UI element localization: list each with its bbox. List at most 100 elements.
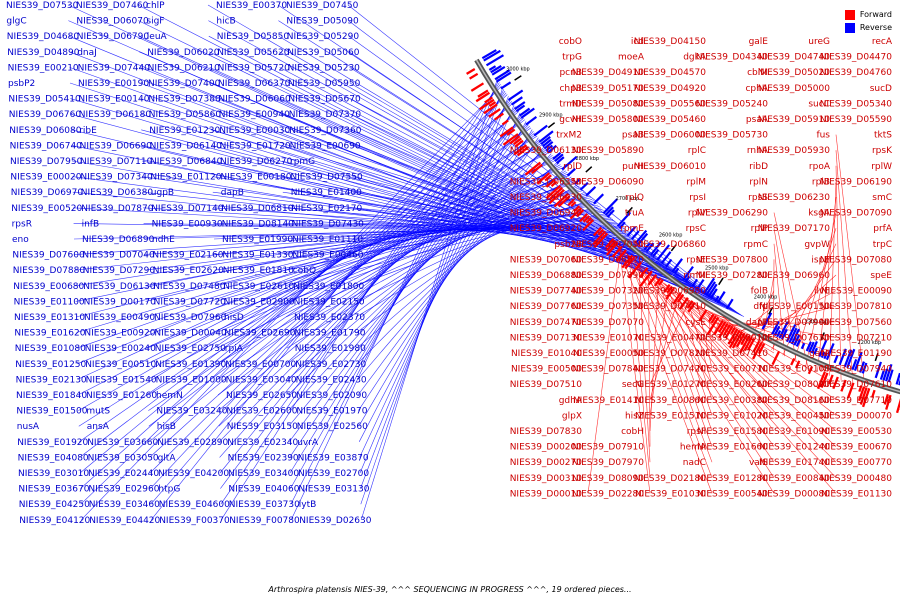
forward-gene bbox=[569, 207, 583, 220]
reverse-gene bbox=[561, 155, 578, 171]
leader-line bbox=[359, 104, 515, 474]
reverse-gene bbox=[525, 116, 538, 126]
forward-gene bbox=[478, 98, 495, 111]
forward-gene-label: trxM2 bbox=[556, 131, 582, 141]
reverse-gene bbox=[778, 321, 789, 339]
forward-gene bbox=[718, 322, 729, 339]
forward-gene-label: NIES39_E00450 bbox=[759, 411, 830, 421]
leader-line bbox=[636, 261, 713, 463]
forward-gene-label: NIES39_E00500 bbox=[511, 365, 582, 375]
reverse-gene-label: NIES39_E01100 bbox=[14, 297, 85, 307]
scale-tick bbox=[874, 353, 879, 362]
reverse-gene-label: NIES39_D07460 bbox=[76, 1, 149, 11]
reverse-gene bbox=[843, 349, 853, 368]
leader-line bbox=[211, 145, 665, 264]
reverse-gene-label: NIES39_D07600 bbox=[12, 251, 85, 261]
forward-gene-label: NIES39_D06860 bbox=[634, 240, 707, 250]
reverse-gene bbox=[515, 104, 526, 113]
reverse-gene-label: NIES39_E03150 bbox=[227, 422, 298, 432]
reverse-gene bbox=[709, 288, 718, 300]
forward-gene bbox=[488, 101, 497, 108]
reverse-gene-label: NIES39_E02960 bbox=[88, 485, 159, 495]
scale-tick-label: 2400 kbp bbox=[754, 295, 778, 301]
forward-gene-label: NIES39_E01280 bbox=[697, 474, 768, 484]
reverse-gene bbox=[518, 107, 531, 117]
reverse-gene bbox=[879, 370, 885, 380]
forward-gene bbox=[582, 219, 595, 232]
reverse-gene-label: NIES39_E01500 bbox=[16, 407, 87, 417]
reverse-gene-label: NIES39_D07530 bbox=[6, 1, 79, 11]
forward-gene-label: truA bbox=[625, 209, 645, 219]
forward-gene-label: NIES39_D07970 bbox=[572, 458, 645, 468]
forward-gene bbox=[593, 232, 609, 248]
leader-line bbox=[75, 190, 584, 318]
reverse-gene-label: NIES39_D04890 bbox=[7, 48, 80, 58]
forward-gene-label: rplB bbox=[812, 177, 830, 187]
forward-gene-label: NIES39_D07760 bbox=[510, 302, 583, 312]
forward-gene-label: rplD bbox=[563, 162, 582, 172]
forward-gene-label: recA bbox=[872, 37, 893, 47]
reverse-gene-label: NIES39_E01840 bbox=[16, 391, 87, 401]
reverse-gene-label: NIES39_D06690 bbox=[80, 141, 153, 151]
reverse-gene-label: NIES39_E02620 bbox=[153, 266, 224, 276]
reverse-gene-label: NIES39_E01120 bbox=[150, 173, 221, 183]
forward-gene-label: NIES39_E00860 bbox=[635, 396, 706, 406]
reverse-gene bbox=[882, 368, 889, 381]
forward-gene-label: rplQ bbox=[625, 193, 644, 203]
reverse-gene-label: NIES39_D05410 bbox=[8, 95, 81, 105]
leader-line bbox=[675, 291, 775, 401]
leader-line bbox=[147, 158, 556, 380]
leader-line bbox=[287, 154, 553, 380]
reverse-gene-label: NIES39_D05290 bbox=[287, 32, 360, 42]
reverse-gene bbox=[671, 258, 683, 273]
reverse-gene-label: mutS bbox=[86, 407, 110, 417]
forward-gene-label: NIES39_D07810 bbox=[820, 302, 893, 312]
reverse-gene bbox=[618, 221, 626, 229]
reverse-gene-label: NIES39_E00210 bbox=[8, 63, 79, 73]
reverse-gene-label: NIES39_E03130 bbox=[298, 485, 369, 495]
forward-gene-label: NIES39_D00480 bbox=[820, 474, 893, 484]
reverse-gene-label: NIES39_D07380 bbox=[148, 95, 221, 105]
reverse-gene-label: NIES39_E04250 bbox=[19, 500, 90, 510]
reverse-gene-label: NIES39_D02630 bbox=[299, 516, 372, 526]
leader-line bbox=[633, 258, 837, 463]
forward-gene bbox=[728, 329, 741, 349]
forward-gene-label: rpmC bbox=[744, 240, 768, 250]
leader-line bbox=[835, 150, 854, 385]
forward-gene-label: NIES39_D07050 bbox=[572, 240, 645, 250]
forward-gene bbox=[858, 385, 863, 393]
reverse-gene bbox=[538, 130, 554, 143]
reverse-gene-label: rpsR bbox=[12, 219, 32, 229]
forward-gene-label: NIES39_D04910 bbox=[572, 68, 645, 78]
forward-gene-label: purH bbox=[622, 162, 644, 172]
reverse-gene-label: NIES39_F00780 bbox=[229, 516, 300, 526]
leader-line bbox=[649, 286, 669, 416]
forward-gene bbox=[895, 398, 900, 414]
leader-line bbox=[76, 182, 577, 333]
forward-gene-label: NIES39_D02180 bbox=[634, 474, 707, 484]
scale-tick bbox=[718, 277, 724, 286]
forward-gene-label: fus bbox=[816, 131, 830, 141]
forward-gene bbox=[663, 284, 671, 293]
forward-gene-label: NIES39_D07710 bbox=[820, 396, 893, 406]
reverse-gene-label: NIES39_D07370 bbox=[289, 110, 362, 120]
legend-item-forward: Forward bbox=[844, 8, 892, 21]
reverse-gene bbox=[776, 330, 782, 338]
forward-gene-label: NIES39_E01660 bbox=[697, 443, 768, 453]
reverse-gene-label: NIES39_E02900 bbox=[224, 297, 295, 307]
reverse-gene bbox=[545, 144, 554, 152]
leader-line bbox=[828, 181, 837, 376]
leader-line bbox=[349, 67, 703, 291]
reverse-gene bbox=[859, 361, 866, 373]
forward-gene-label: psaB bbox=[622, 131, 644, 141]
reverse-gene-label: sigF bbox=[146, 17, 164, 27]
forward-gene-label: pcnB bbox=[559, 68, 582, 78]
reverse-gene-label: NIES39_E01400 bbox=[291, 188, 362, 198]
forward-gene-label: NIES39_D07080 bbox=[820, 255, 893, 265]
reverse-gene-label: NIES39_E01000 bbox=[156, 375, 227, 385]
forward-gene bbox=[687, 301, 696, 313]
reverse-gene-label: NIES39_E01250 bbox=[15, 360, 86, 370]
forward-gene bbox=[639, 267, 649, 278]
forward-gene-label: ureG bbox=[808, 37, 830, 47]
forward-gene bbox=[545, 184, 562, 200]
